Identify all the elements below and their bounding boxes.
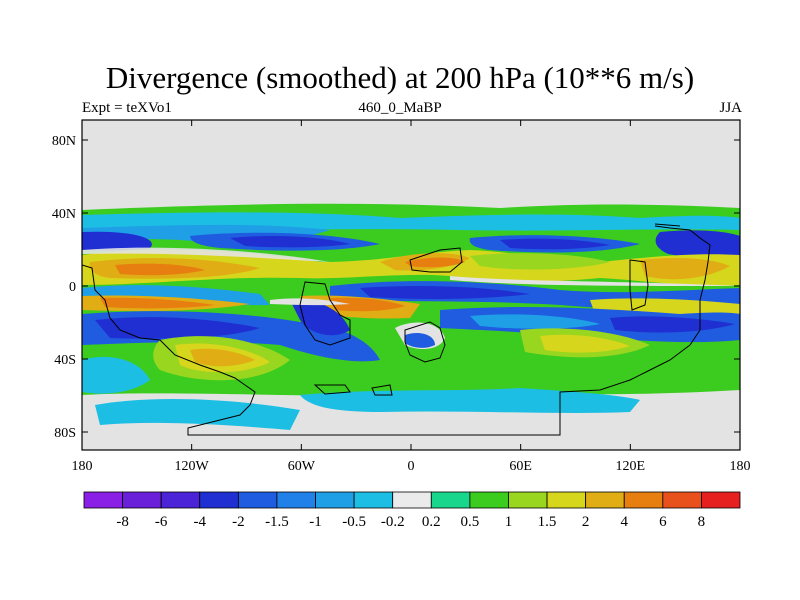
colorbar-label: 4 [620,514,628,530]
colorbar-swatch [546,491,587,509]
colorbar-label: -0.2 [381,514,405,530]
longitude-axis: 180 120W 60W 0 60E 120E 180 [72,120,751,474]
colorbar-swatch [623,491,664,509]
colorbar-swatch [83,491,123,509]
colorbar-swatch [276,491,316,509]
colorbar-label: 2 [582,514,590,530]
lon-tick-label: 60E [509,459,532,474]
colorbar-swatch [315,491,355,509]
colorbar-swatch [508,491,548,509]
lat-tick-label: 40S [54,353,76,368]
colorbar-swatch [585,491,625,509]
colorbar-label: -1.5 [265,514,289,530]
period-label: 460_0_MaBP [358,100,442,116]
lon-tick-label: 120E [616,459,646,474]
lon-tick-label: 180 [72,459,93,474]
colorbar-label: -1 [309,514,322,530]
colorbar-swatch [701,491,741,509]
colorbar-label: -6 [155,514,168,530]
colorbar-label: -4 [194,514,207,530]
colorbar-swatch [430,491,471,509]
colorbar-label: 0.2 [422,514,441,530]
lat-tick-label: 0 [69,280,76,295]
colorbar-swatch [392,491,432,509]
lat-tick-label: 40N [52,207,76,222]
lat-tick-label: 80N [52,134,76,149]
experiment-label: Expt = teXVo1 [82,100,172,116]
colorbar-swatch [353,491,394,509]
colorbar-swatch [469,491,509,509]
colorbar-swatch [237,491,278,509]
colorbar-label: -8 [116,514,129,530]
season-label: JJA [719,100,742,116]
colorbar-swatch [199,491,239,509]
colorbar-label: -2 [232,514,245,530]
lon-tick-label: 180 [730,459,751,474]
colorbar-swatch [662,491,702,509]
colorbar-label: -0.5 [342,514,366,530]
colorbar-swatch [122,491,162,509]
lon-tick-label: 120W [175,459,210,474]
land-outline [82,223,711,436]
colorbar-label: 0.5 [461,514,480,530]
colorbar-label: 1.5 [538,514,557,530]
divergence-field [82,120,740,450]
colorbar: -8 -6 -4 -2 -1.5 -1 -0.5 -0.2 0.2 0.5 1 1.5 2 4 6 8 [83,491,741,530]
lat-tick-label: 80S [54,426,76,441]
latitude-axis: 80N 40N 0 40S 80S [52,134,740,441]
colorbar-label: 1 [505,514,513,530]
colorbar-label: 6 [659,514,667,530]
lon-tick-label: 0 [408,459,415,474]
lon-tick-label: 60W [288,459,316,474]
colorbar-label: 8 [698,514,706,530]
colorbar-swatch [160,491,201,509]
map-title: Divergence (smoothed) at 200 hPa (10**6 … [105,60,695,95]
